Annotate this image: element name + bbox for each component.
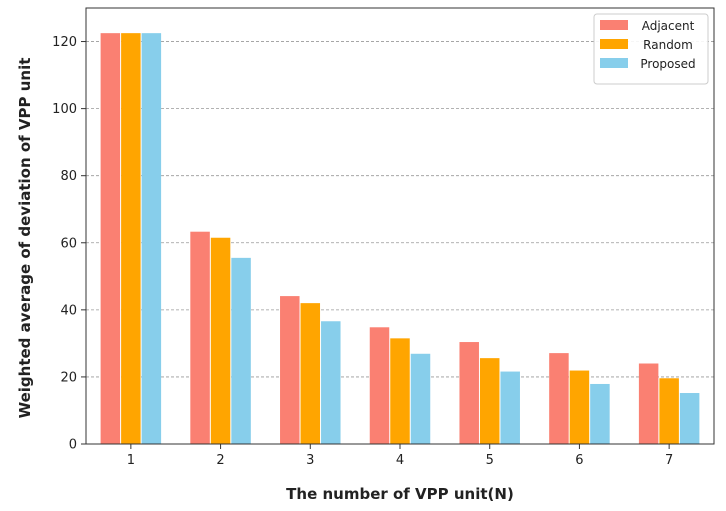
bar-random-6 xyxy=(569,370,590,444)
bar-adjacent-4 xyxy=(369,327,390,444)
y-tick-label: 20 xyxy=(60,370,77,385)
y-tick-label: 100 xyxy=(52,102,77,117)
bar-random-4 xyxy=(390,338,410,444)
x-tick-label: 3 xyxy=(306,453,314,468)
legend-label-random: Random xyxy=(643,38,693,52)
x-axis-title: The number of VPP unit(N) xyxy=(286,485,514,503)
bar-random-1 xyxy=(121,33,141,445)
y-tick-label: 40 xyxy=(60,303,77,318)
bar-random-3 xyxy=(300,303,321,444)
legend: Adjacent Random Proposed xyxy=(593,13,709,85)
bar-adjacent-1 xyxy=(100,33,121,445)
bar-adjacent-2 xyxy=(190,231,210,444)
x-tick-label: 4 xyxy=(396,453,404,468)
legend-swatch-proposed xyxy=(600,58,628,68)
y-tick-label: 80 xyxy=(60,169,77,184)
bar-proposed-6 xyxy=(590,383,610,444)
grid-lines xyxy=(86,41,714,378)
bar-proposed-4 xyxy=(410,353,431,444)
y-tick-label: 0 xyxy=(69,438,77,453)
bar-proposed-5 xyxy=(500,371,520,444)
bar-proposed-7 xyxy=(679,393,700,444)
bar-proposed-1 xyxy=(141,33,162,445)
bar-adjacent-6 xyxy=(549,353,569,444)
y-axis-ticks: 0 20 40 60 80 100 120 xyxy=(52,35,86,453)
bar-random-7 xyxy=(659,378,679,444)
y-tick-label: 120 xyxy=(52,35,77,50)
x-tick-label: 2 xyxy=(216,453,224,468)
bar-adjacent-3 xyxy=(280,296,300,444)
legend-label-proposed: Proposed xyxy=(640,57,695,71)
bar-adjacent-5 xyxy=(459,342,479,444)
bar-adjacent-7 xyxy=(638,363,659,444)
y-axis-title: Weighted average of deviation of VPP uni… xyxy=(16,58,34,419)
bar-random-5 xyxy=(479,358,500,444)
bar-proposed-2 xyxy=(231,257,251,444)
x-tick-label: 1 xyxy=(127,453,135,468)
x-tick-label: 5 xyxy=(486,453,494,468)
legend-swatch-random xyxy=(600,39,628,49)
y-tick-label: 60 xyxy=(60,236,77,251)
bar-random-2 xyxy=(210,237,231,444)
bars xyxy=(100,33,700,445)
legend-label-adjacent: Adjacent xyxy=(642,19,695,33)
x-axis-ticks: 1 2 3 4 5 6 7 xyxy=(127,444,673,468)
x-tick-label: 6 xyxy=(575,453,583,468)
bar-proposed-3 xyxy=(321,321,341,444)
legend-swatch-adjacent xyxy=(600,20,628,30)
x-tick-label: 7 xyxy=(665,453,673,468)
